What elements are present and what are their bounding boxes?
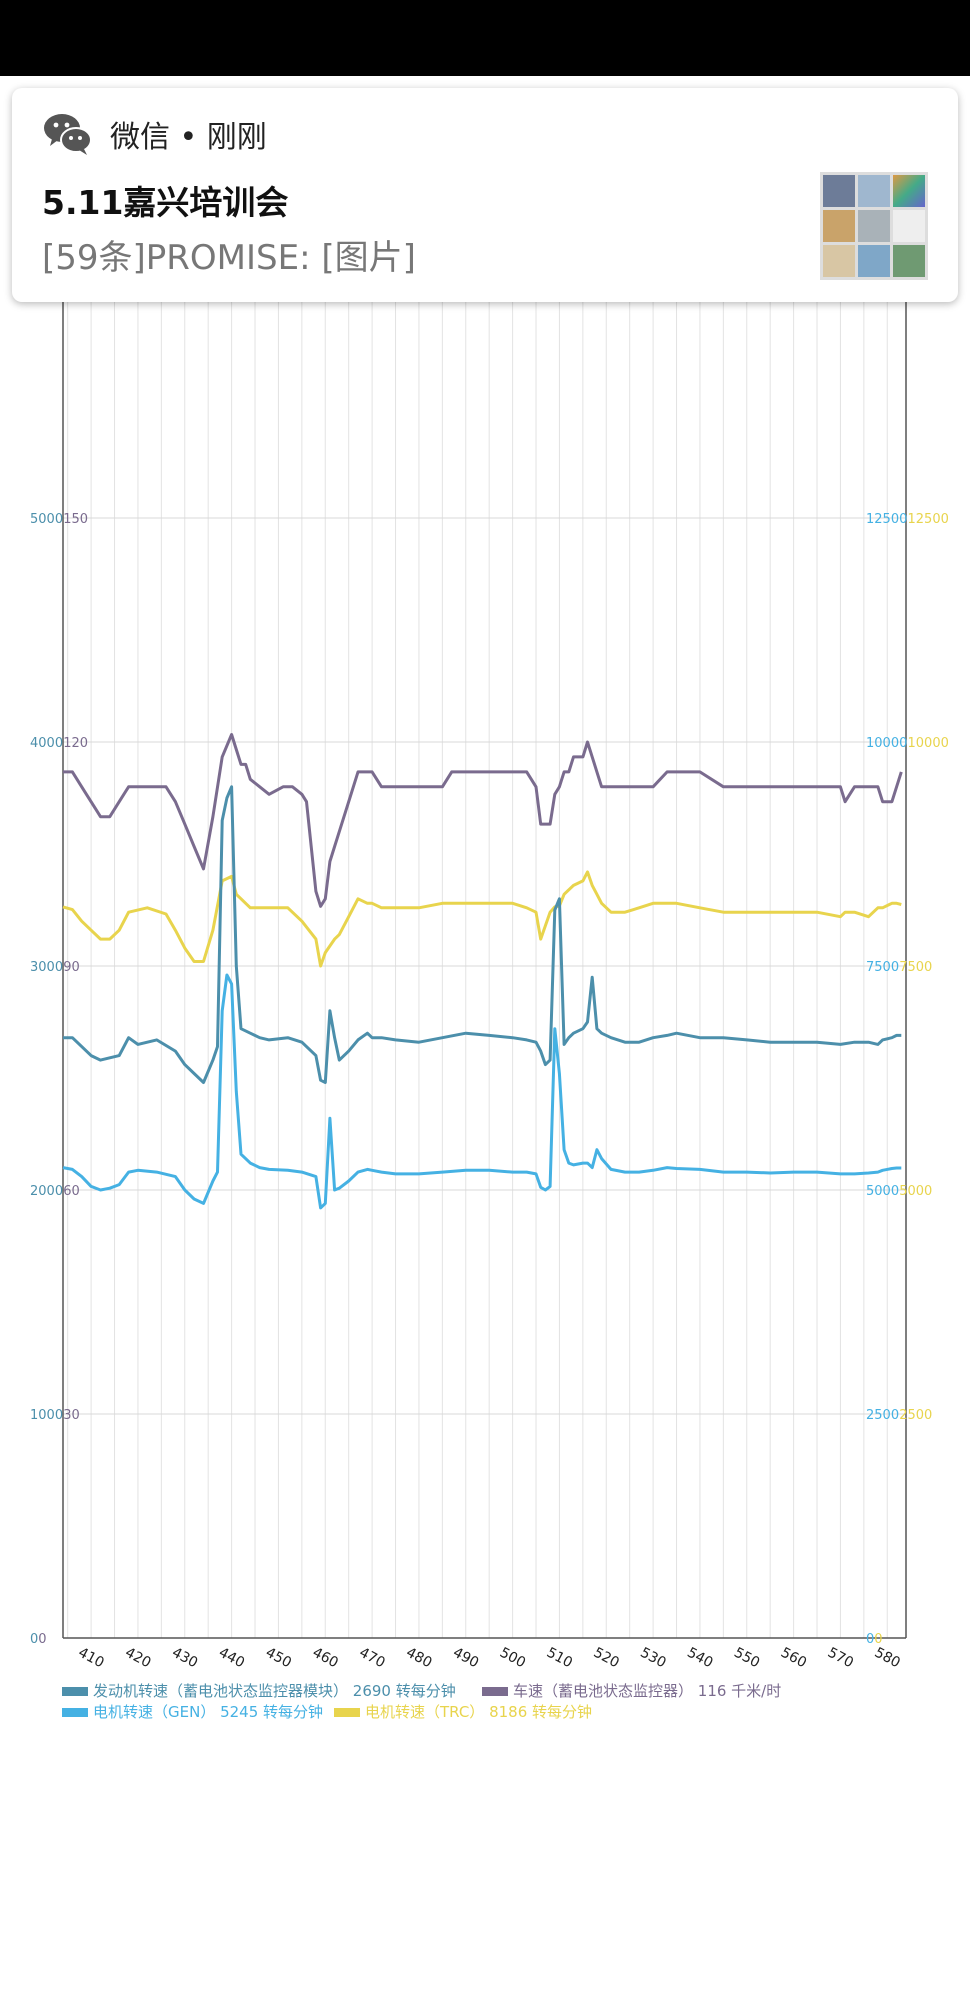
x-axis-tick-label: 490: [450, 1645, 481, 1672]
x-axis-tick-label: 530: [638, 1645, 669, 1672]
x-axis-tick-label: 550: [731, 1645, 762, 1672]
legend-label: 发动机转速（蓄电池状态监控器模块） 2690 转每分钟: [93, 1682, 456, 1700]
x-axis-tick-label: 440: [216, 1645, 247, 1672]
left-axis-tick-label: 4000: [30, 736, 63, 751]
legend-label: 车速（蓄电池状态监控器） 116 千米/时: [513, 1682, 782, 1700]
legend-row: 发动机转速（蓄电池状态监控器模块） 2690 转每分钟 车速（蓄电池状态监控器）…: [62, 1680, 942, 1701]
notification-group-title: 5.11嘉兴培训会: [42, 183, 289, 222]
x-axis-tick-label: 570: [825, 1645, 856, 1672]
left-axis-tick-label: 150: [63, 512, 88, 527]
right-axis-tick-label: 7500: [899, 960, 932, 975]
left-axis-tick-label: 0: [30, 1632, 38, 1647]
right-axis-tick-label: 7500: [866, 960, 899, 975]
avatar-thumb: [893, 210, 925, 242]
right-axis-tick-label: 2500: [866, 1408, 899, 1423]
legend-item-gen: 电机转速（GEN） 5245 转每分钟: [62, 1701, 323, 1722]
legend-item-trc: 电机转速（TRC） 8186 转每分钟: [334, 1701, 592, 1722]
x-axis-tick-label: 420: [122, 1645, 153, 1672]
left-axis-tick-label: 60: [63, 1184, 80, 1199]
x-axis-tick-label: 430: [169, 1645, 200, 1672]
right-axis-tick-label: 12500: [866, 512, 907, 527]
legend-swatch: [334, 1708, 360, 1717]
notification-message: [59条]PROMISE: [图片]: [42, 238, 416, 278]
x-axis-tick-label: 580: [872, 1645, 903, 1672]
left-axis-tick-label: 1000: [30, 1408, 63, 1423]
right-axis-tick-label: 12500: [908, 512, 949, 527]
legend-item-engine: 发动机转速（蓄电池状态监控器模块） 2690 转每分钟: [62, 1680, 456, 1701]
x-axis-tick-label: 480: [403, 1645, 434, 1672]
avatar-thumb: [893, 245, 925, 277]
series-line: [63, 785, 902, 1084]
wechat-icon: [44, 114, 92, 155]
avatar-thumb: [823, 245, 855, 277]
legend-row: 电机转速（GEN） 5245 转每分钟 电机转速（TRC） 8186 转每分钟: [62, 1701, 942, 1722]
avatar-thumb: [893, 175, 925, 207]
right-axis-tick-label: 10000: [908, 736, 949, 751]
legend-swatch: [62, 1708, 88, 1717]
avatar-thumb: [858, 175, 890, 207]
avatar-thumb: [823, 175, 855, 207]
left-axis-tick-label: 5000: [30, 512, 63, 527]
avatar-thumb: [823, 210, 855, 242]
chart-axes: [62, 300, 907, 1639]
x-axis-tick-label: 410: [76, 1645, 107, 1672]
x-axis-tick-label: 520: [591, 1645, 622, 1672]
legend-item-speed: 车速（蓄电池状态监控器） 116 千米/时: [482, 1680, 781, 1701]
x-axis-tick-label: 500: [497, 1645, 528, 1672]
x-axis-tick-label: 510: [544, 1645, 575, 1672]
x-axis-tick-label: 540: [684, 1645, 715, 1672]
wechat-notification[interactable]: 微信 • 刚刚 5.11嘉兴培训会 [59条]PROMISE: [图片]: [12, 88, 958, 302]
left-axis-tick-label: 90: [63, 960, 80, 975]
right-axis-tick-label: 5000: [866, 1184, 899, 1199]
left-axis-tick-label: 3000: [30, 960, 63, 975]
right-axis-tick-label: 0: [866, 1632, 874, 1647]
chart-grid: [63, 300, 906, 1638]
legend-label: 电机转速（GEN） 5245 转每分钟: [93, 1703, 324, 1721]
x-axis-tick-label: 470: [357, 1645, 388, 1672]
notification-app-label: 微信 • 刚刚: [110, 120, 267, 155]
left-axis-tick-label: 2000: [30, 1184, 63, 1199]
left-axis-tick-label: 120: [63, 736, 88, 751]
x-axis-tick-label: 450: [263, 1645, 294, 1672]
legend-label: 电机转速（TRC） 8186 转每分钟: [365, 1703, 593, 1721]
group-avatar-grid: [820, 172, 928, 280]
left-axis-tick-label: 0: [38, 1632, 46, 1647]
legend-swatch: [482, 1687, 508, 1696]
chart-lines: [62, 733, 903, 1210]
status-bar: [0, 0, 970, 76]
legend-swatch: [62, 1687, 88, 1696]
chart-legend: 发动机转速（蓄电池状态监控器模块） 2690 转每分钟 车速（蓄电池状态监控器）…: [62, 1680, 942, 1722]
right-axis-tick-label: 0: [874, 1632, 882, 1647]
right-axis-tick-label: 5000: [899, 1184, 932, 1199]
left-axis-tick-label: 30: [63, 1408, 80, 1423]
x-axis-tick-label: 560: [778, 1645, 809, 1672]
series-line: [62, 870, 902, 968]
avatar-thumb: [858, 210, 890, 242]
right-axis-tick-label: 2500: [899, 1408, 932, 1423]
right-axis-tick-label: 10000: [866, 736, 907, 751]
x-axis-tick-label: 460: [310, 1645, 341, 1672]
series-line: [62, 973, 902, 1210]
series-line: [63, 733, 903, 908]
avatar-thumb: [858, 245, 890, 277]
